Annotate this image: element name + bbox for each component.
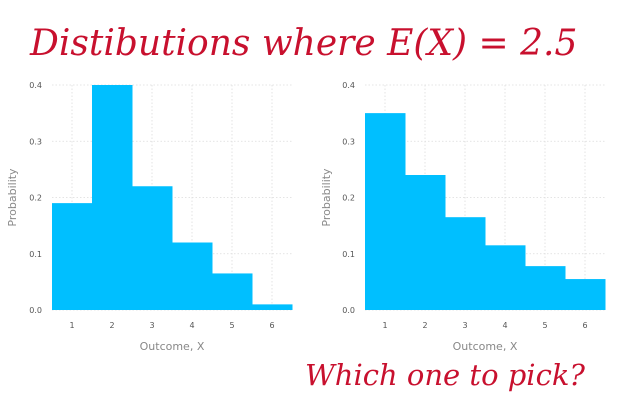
x-tick-label: 6 [269,321,274,330]
y-tick-label: 0.4 [342,81,355,90]
y-tick-label: 0.0 [342,306,355,315]
x-tick-label: 1 [69,321,74,330]
figure-title: Distibutions where E(X) = 2.5 [29,23,577,64]
bar-6 [565,279,606,310]
y-tick-label: 0.3 [29,137,42,146]
bar-2 [405,175,446,310]
chart-right: 0.0 0.1 0.2 0.3 0.4 1 2 3 4 5 6 Outcome, X Probabili… [320,81,606,353]
x-tick-label: 4 [189,321,194,330]
x-axis-label: Outcome, X [140,340,205,353]
x-tick-label: 4 [502,321,507,330]
bar-1 [365,113,406,310]
y-tick-label: 0.4 [29,81,42,90]
x-tick-label: 2 [109,321,114,330]
x-axis-label: Outcome, X [453,340,518,353]
bar-5 [212,273,253,310]
bar-1 [52,203,93,310]
y-tick-label: 0.2 [29,194,42,203]
bar-3 [132,186,173,310]
bar-6 [252,304,293,310]
y-axis-label: Probability [6,168,19,227]
x-tick-label: 5 [229,321,234,330]
x-tick-label: 2 [422,321,427,330]
y-tick-label: 0.3 [342,137,355,146]
bar-5 [525,266,566,310]
bar-3 [445,217,486,310]
x-tick-label: 6 [582,321,587,330]
y-tick-label: 0.1 [342,250,355,259]
bar-4 [172,242,213,310]
figure-caption: Which one to pick? [305,358,585,392]
y-tick-label: 0.2 [342,194,355,203]
x-tick-label: 3 [149,321,154,330]
bar-4 [485,245,526,310]
x-tick-label: 5 [542,321,547,330]
y-axis-label: Probability [320,168,333,227]
x-tick-label: 1 [382,321,387,330]
y-tick-label: 0.0 [29,306,42,315]
chart-left: 0.0 0.1 0.2 0.3 0.4 1 2 3 4 5 6 Outcome, X Probabili… [6,81,293,353]
bar-2 [92,85,133,310]
y-tick-label: 0.1 [29,250,42,259]
x-tick-label: 3 [462,321,467,330]
